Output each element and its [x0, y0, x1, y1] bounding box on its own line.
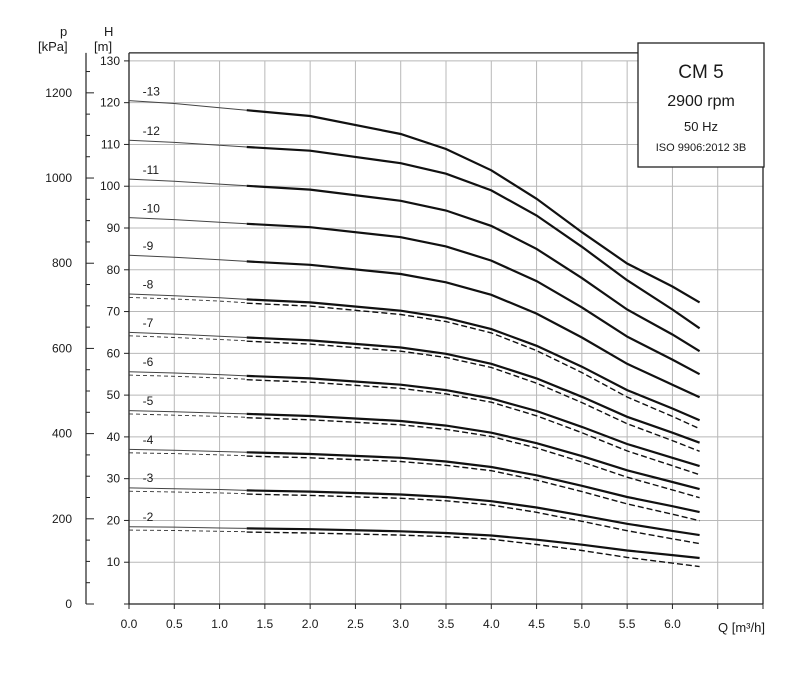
x-tick-label: 6.0: [664, 617, 681, 631]
curve-label: -3: [143, 471, 154, 485]
x-tick-label: 1.0: [211, 617, 228, 631]
curve-tolerance-dashed-thin: [128, 490, 247, 495]
curves: [128, 100, 701, 568]
x-tick-label: 2.5: [347, 617, 364, 631]
curve-label: -5: [143, 394, 154, 408]
curve-label: -4: [143, 433, 154, 447]
curve-thin-segment: [128, 526, 247, 529]
h-tick-label: 130: [100, 54, 120, 68]
p-tick-label: 200: [52, 512, 72, 526]
curve-label: -12: [143, 124, 161, 138]
curve-tolerance-dashed: [246, 531, 700, 568]
x-tick-label: 3.0: [392, 617, 409, 631]
h-tick-label: 50: [107, 388, 121, 402]
curve-main-segment: [246, 374, 700, 468]
x-tick-label: 5.5: [619, 617, 636, 631]
curve-main-segment: [246, 109, 701, 304]
curve-thin-segment: [128, 293, 247, 300]
curve-main-segment: [246, 527, 700, 560]
h-tick-label: 80: [107, 263, 121, 277]
curve-main-segment: [246, 336, 700, 444]
curve-main-segment: [246, 184, 701, 353]
h-axis-label-line: [m]: [94, 39, 112, 54]
curve-tolerance-dashed-thin: [128, 374, 247, 380]
h-tick-label: 40: [107, 430, 121, 444]
x-tick-label: 4.0: [483, 617, 500, 631]
curve-thin-segment: [128, 217, 247, 225]
curve-label: -13: [143, 85, 161, 99]
curve-tolerance-dashed: [246, 340, 700, 452]
x-tick-label: 0.5: [166, 617, 183, 631]
h-axis-label-line: H: [104, 24, 113, 39]
curve-label: -6: [143, 355, 154, 369]
curve-labels: -13 -12 -11 -10 -9 -8 -7 -6 -5 -4 -3 -2: [143, 85, 161, 524]
axes: 0.0 0.5 1.0 1.5 2.0 2.5 3.0 3.5 4.0 4.5 5.0 5.5 6.0 1…: [45, 52, 764, 631]
curve-thin-segment: [128, 448, 247, 453]
curve-thin-segment: [128, 178, 247, 187]
x-tick-label: 3.5: [438, 617, 455, 631]
x-tick-label: 1.5: [257, 617, 274, 631]
p-tick-label: 1000: [45, 171, 72, 185]
curve-tolerance-dashed: [246, 302, 700, 430]
curve-main-segment: [246, 298, 701, 422]
p-axis-label-line: [kPa]: [38, 39, 68, 54]
h-tick-label: 110: [101, 137, 120, 151]
curve-tolerance-dashed-thin: [128, 335, 247, 342]
curve-main-segment: [246, 260, 701, 399]
x-axis-label: Q [m³/h]: [718, 620, 765, 635]
curve-tolerance-dashed-thin: [128, 452, 247, 457]
p-tick-label: 800: [52, 256, 72, 270]
legend-speed: 2900 rpm: [667, 93, 735, 110]
curve-tolerance-dashed-thin: [128, 529, 247, 533]
curve-thin-segment: [128, 139, 247, 148]
h-axis-label: H [m]: [94, 24, 113, 54]
curve-main-segment: [246, 451, 700, 514]
x-tick-label: 5.0: [574, 617, 591, 631]
curve-tolerance-dashed-thin: [128, 413, 247, 418]
curve-tolerance-dashed: [246, 493, 700, 545]
curve-label: -10: [143, 201, 161, 215]
curve-label: -9: [143, 239, 154, 253]
legend-box: CM 5 2900 rpm 50 Hz ISO 9906:2012 3B: [637, 42, 765, 168]
curve-label: -7: [143, 316, 154, 330]
h-tick-label: 90: [107, 221, 121, 235]
curve-thin-segment: [128, 487, 247, 491]
h-tick-label: 100: [100, 179, 120, 193]
curve-thin-segment: [128, 254, 247, 262]
legend-standard: ISO 9906:2012 3B: [656, 142, 747, 154]
curve-label: -11: [143, 163, 160, 177]
legend-title: CM 5: [678, 62, 723, 83]
h-tick-label: 70: [107, 305, 121, 319]
curve-main-segment: [246, 145, 701, 330]
p-tick-label: 1200: [45, 86, 72, 100]
p-tick-label: 0: [65, 597, 72, 611]
legend-frequency: 50 Hz: [684, 119, 718, 134]
curve-thin-segment: [128, 410, 247, 415]
p-axis-label: p [kPa]: [38, 24, 68, 54]
p-axis-label-line: p: [60, 24, 67, 39]
curve-tolerance-dashed-thin: [128, 296, 247, 304]
curve-tolerance-dashed: [246, 417, 700, 499]
h-tick-label: 60: [107, 346, 121, 360]
x-tick-label: 2.0: [302, 617, 319, 631]
h-tick-label: 120: [100, 96, 120, 110]
curve-main-segment: [246, 222, 701, 376]
x-tick-label: 4.5: [528, 617, 545, 631]
h-tick-label: 10: [107, 555, 121, 569]
p-tick-label: 600: [52, 341, 72, 355]
curve-thin-segment: [128, 331, 247, 338]
x-tick-label: 0.0: [121, 617, 138, 631]
curve-thin-segment: [128, 371, 247, 377]
curve-thin-segment: [128, 100, 247, 111]
curve-label: -2: [143, 510, 154, 524]
curve-tolerance-dashed: [246, 455, 700, 522]
curve-main-segment: [246, 412, 700, 491]
h-tick-label: 30: [107, 472, 121, 486]
h-tick-label: 20: [107, 513, 121, 527]
curve-label: -8: [143, 278, 154, 292]
curve-tolerance-dashed: [246, 379, 700, 476]
curve-main-segment: [246, 489, 700, 537]
p-tick-label: 400: [52, 427, 72, 441]
